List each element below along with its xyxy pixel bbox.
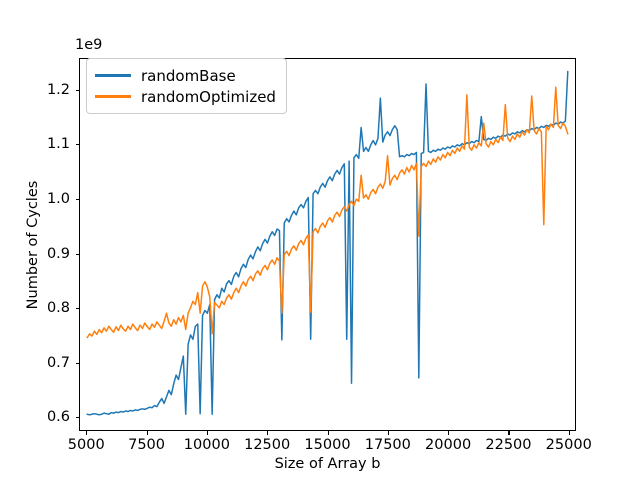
- y-tick-label: 1.2: [46, 81, 70, 98]
- y-tick-mark: [75, 89, 80, 91]
- line-randomOptimized: [86, 86, 569, 339]
- x-tick-label: 15000: [304, 437, 351, 453]
- x-tick-label: 20000: [425, 437, 472, 453]
- y-tick-mark: [75, 362, 80, 364]
- chart-legend[interactable]: randomBase randomOptimized: [86, 58, 287, 114]
- y-tick-mark: [75, 417, 80, 419]
- x-tick-label: 10000: [183, 437, 230, 453]
- x-tick-mark: [267, 431, 269, 435]
- y-tick-label: 1.0: [46, 190, 70, 207]
- x-axis-label: Size of Array b: [274, 456, 381, 472]
- y-tick-mark: [75, 253, 80, 255]
- x-tick-label: 7500: [128, 437, 165, 453]
- line-randomBase: [86, 70, 569, 416]
- legend-swatch-randomOptimized: [95, 95, 131, 98]
- legend-label-randomOptimized: randomOptimized: [141, 87, 276, 106]
- x-tick-mark: [387, 431, 389, 435]
- y-axis-offset-text: 1e9: [75, 37, 103, 53]
- x-tick-mark: [508, 431, 510, 435]
- legend-label-randomBase: randomBase: [141, 66, 236, 85]
- legend-entry-randomBase[interactable]: randomBase: [95, 65, 276, 86]
- x-tick-mark: [327, 431, 329, 435]
- y-tick-label: 1.1: [46, 136, 70, 153]
- y-tick-mark: [75, 198, 80, 200]
- y-tick-label: 0.8: [46, 300, 70, 317]
- legend-swatch-randomBase: [95, 74, 131, 77]
- x-tick-label: 5000: [67, 437, 105, 453]
- y-axis-label: Number of Cycles: [25, 180, 41, 310]
- x-tick-mark: [568, 431, 570, 435]
- y-tick-mark: [75, 308, 80, 310]
- plot-area: [79, 58, 576, 431]
- x-tick-mark: [206, 431, 208, 435]
- y-tick-mark: [75, 144, 80, 146]
- x-tick-mark: [86, 431, 88, 435]
- x-tick-mark: [448, 431, 450, 435]
- x-tick-label: 25000: [545, 437, 592, 453]
- y-tick-label: 0.7: [46, 354, 70, 371]
- x-tick-label: 17500: [364, 437, 411, 453]
- y-tick-label: 0.6: [46, 409, 70, 426]
- x-tick-label: 22500: [485, 437, 532, 453]
- x-tick-label: 12500: [244, 437, 291, 453]
- y-tick-label: 0.9: [46, 245, 70, 262]
- legend-entry-randomOptimized[interactable]: randomOptimized: [95, 86, 276, 107]
- series-lines: [86, 70, 569, 416]
- y-axis-tick-labels: 0.6 0.7 0.8 0.9 1.0 1.1 1.2: [0, 0, 70, 480]
- x-tick-mark: [146, 431, 148, 435]
